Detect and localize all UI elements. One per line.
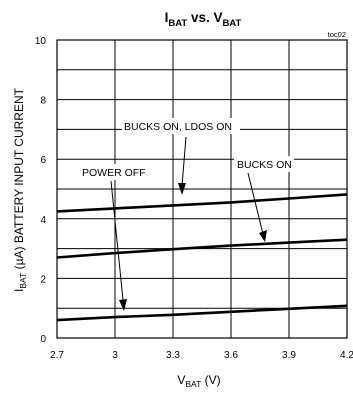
series-line-0: [56, 193, 348, 213]
arrow-power-off: [110, 180, 124, 301]
y-tick-label: 6: [40, 155, 46, 166]
x-tick-label: 3.6: [224, 350, 238, 361]
x-tick-label: 4.2: [340, 350, 353, 361]
y-tick-label: 2: [40, 274, 46, 285]
x-axis-label: VBAT (V): [177, 373, 220, 389]
y-tick-label: 10: [35, 36, 47, 47]
y-tick-label: 8: [40, 96, 46, 107]
arrowhead-bucks-ldos-on: [178, 183, 186, 195]
arrow-bucks-ldos-on: [181, 136, 187, 187]
y-axis-ticks: 0 2 4 6 8 10: [35, 36, 47, 345]
x-tick-label: 3: [112, 350, 118, 361]
x-tick-label: 3.9: [282, 350, 296, 361]
annotation-bucks-on: BUCKS ON: [234, 156, 294, 242]
label-bucks-ldos-on: BUCKS ON, LDOS ON: [124, 121, 232, 133]
plot-frame: [56, 39, 348, 339]
annotation-power-off: POWER OFF: [80, 164, 148, 311]
grid: [57, 40, 347, 338]
arrowhead-bucks-on: [259, 230, 267, 242]
x-tick-label: 3.3: [166, 350, 180, 361]
y-tick-label: 4: [40, 215, 46, 226]
series-lines: [56, 193, 348, 322]
arrowhead-power-off: [119, 299, 127, 311]
arrow-bucks-on: [247, 172, 264, 235]
x-tick-label: 2.7: [50, 350, 64, 361]
annotation-bucks-ldos-on: BUCKS ON, LDOS ON: [122, 118, 240, 195]
label-power-off: POWER OFF: [82, 167, 146, 179]
series-line-2: [56, 304, 348, 322]
series-line-1: [56, 238, 348, 259]
y-tick-label: 0: [40, 334, 46, 345]
figure-id: toc02: [328, 30, 346, 39]
label-bucks-on: BUCKS ON: [237, 159, 292, 171]
x-axis-ticks: 2.7 3 3.3 3.6 3.9 4.2: [50, 350, 353, 361]
y-axis-label: IBAT (µA) BATTERY INPUT CURRENT: [12, 87, 28, 292]
chart-title: IBAT vs. VBAT: [165, 10, 242, 29]
